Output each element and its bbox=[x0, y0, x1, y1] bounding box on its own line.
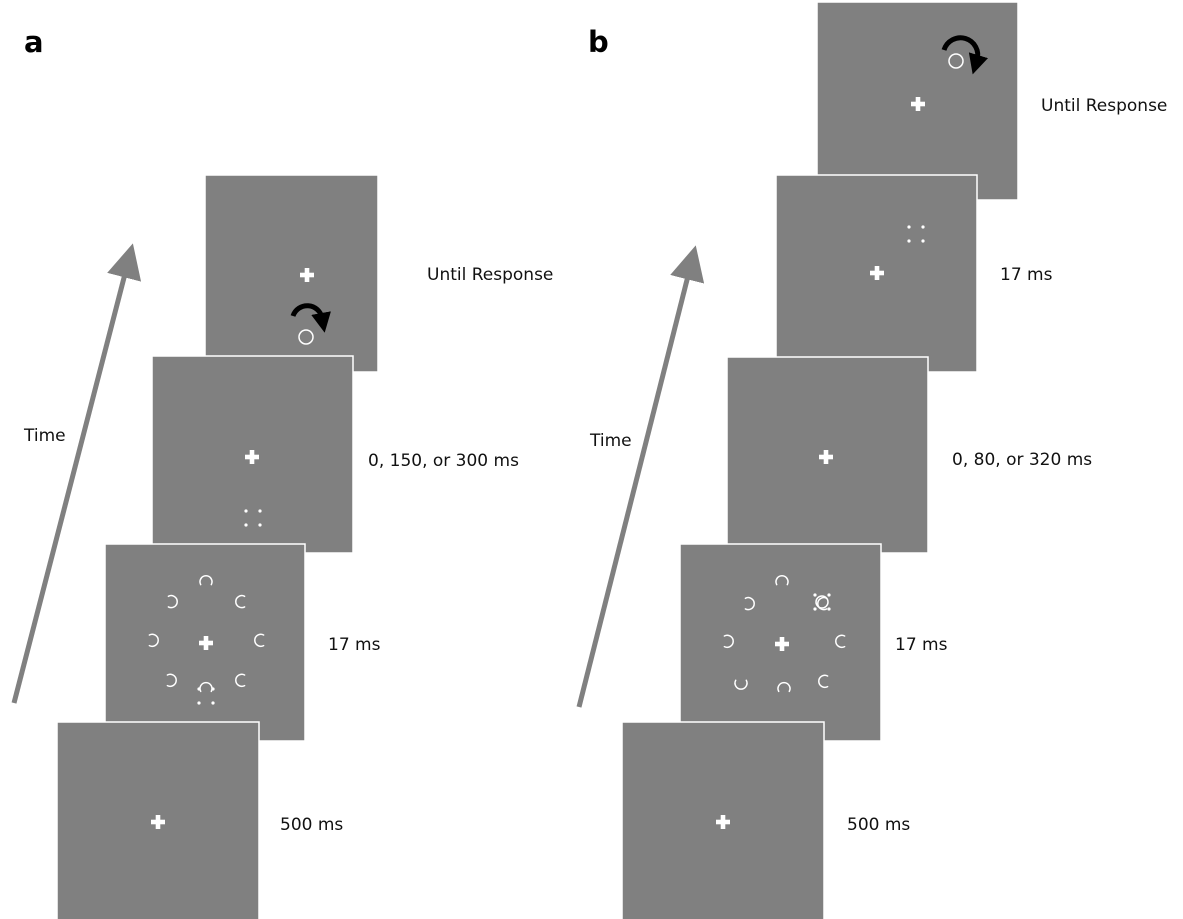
rotation-arrow-icon bbox=[941, 35, 989, 75]
frame-search-display-a bbox=[104, 543, 306, 742]
panel-b: b Time Until Response 17 ms 0, 80, or 32… bbox=[576, 1, 1167, 919]
duration-label-response-b: Until Response bbox=[1041, 96, 1167, 116]
duration-label-mask-b: 17 ms bbox=[1000, 265, 1053, 285]
frame-search-display-b bbox=[679, 543, 882, 742]
ring-stimulus-icon bbox=[167, 594, 178, 609]
duration-label-isi-a: 0, 150, or 300 ms bbox=[368, 451, 519, 471]
frame-mask-b bbox=[775, 174, 978, 373]
ring-stimulus-icon bbox=[818, 674, 829, 688]
rotation-arrow-icon bbox=[290, 303, 331, 333]
time-label-b: Time bbox=[589, 431, 632, 451]
duration-label-fixation-b: 500 ms bbox=[847, 815, 910, 835]
duration-label-response-a: Until Response bbox=[427, 265, 553, 285]
ring-stimulus-icon bbox=[235, 594, 246, 609]
frame-response-b bbox=[816, 1, 1019, 201]
ring-stimulus-icon bbox=[199, 575, 213, 586]
ring-stimulus-icon bbox=[948, 53, 964, 69]
ring-stimulus-icon bbox=[744, 596, 755, 611]
frame-isi-b bbox=[726, 356, 929, 554]
frame-fixation-a bbox=[56, 721, 260, 919]
ring-stimulus-icon bbox=[166, 673, 177, 687]
ring-stimulus-icon bbox=[734, 679, 748, 690]
ring-stimulus-icon bbox=[148, 633, 159, 647]
panel-label-b: b bbox=[588, 25, 609, 59]
frame-response-a bbox=[204, 174, 379, 373]
panel-a: a Time Until Response 0, 150, or 300 ms bbox=[11, 25, 553, 919]
ring-stimulus-icon bbox=[298, 329, 314, 345]
time-arrow-b bbox=[576, 245, 705, 708]
ring-stimulus-icon bbox=[777, 681, 791, 693]
duration-label-isi-b: 0, 80, or 320 ms bbox=[952, 450, 1092, 470]
duration-label-fixation-a: 500 ms bbox=[280, 815, 343, 835]
ring-stimulus-icon bbox=[835, 634, 846, 648]
ring-stimulus-icon bbox=[235, 673, 246, 687]
frame-fixation-b bbox=[621, 721, 825, 919]
ring-stimulus-icon bbox=[817, 596, 828, 611]
time-label-a: Time bbox=[23, 426, 66, 446]
ring-stimulus-icon bbox=[815, 595, 829, 609]
duration-label-search-a: 17 ms bbox=[328, 635, 381, 655]
ring-stimulus-icon bbox=[254, 633, 265, 647]
time-arrow-a bbox=[11, 243, 142, 704]
frame-isi-a bbox=[151, 355, 354, 554]
ring-stimulus-icon bbox=[775, 575, 789, 586]
duration-label-search-b: 17 ms bbox=[895, 635, 948, 655]
ring-stimulus-icon bbox=[723, 634, 734, 648]
panel-label-a: a bbox=[24, 25, 44, 59]
